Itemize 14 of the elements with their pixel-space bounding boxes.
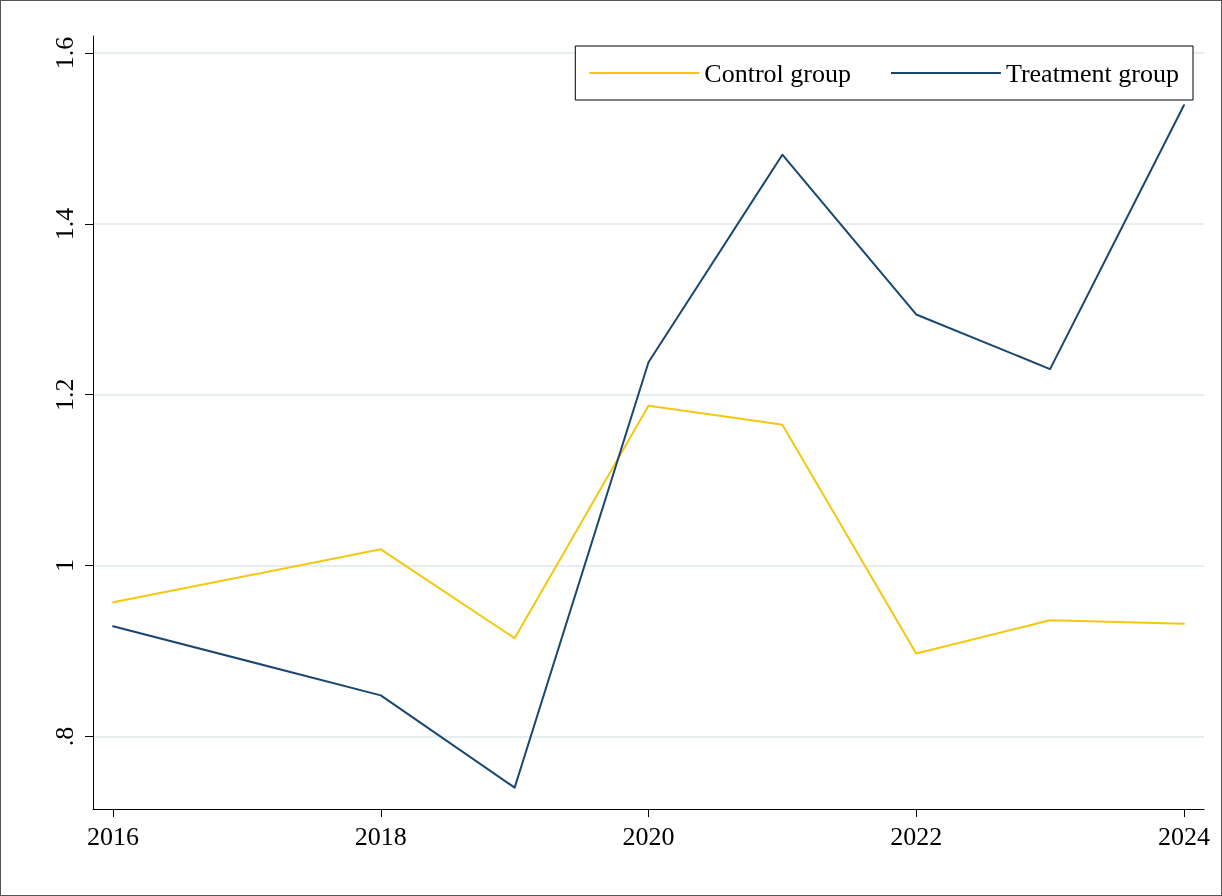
x-tick-label: 2022 bbox=[890, 821, 943, 851]
line-series bbox=[112, 404, 1185, 655]
legend-label: Control group bbox=[704, 58, 851, 88]
y-tick-label: 1.6 bbox=[49, 36, 79, 70]
x-tick-label: 2020 bbox=[622, 821, 675, 851]
x-tick-label: 2024 bbox=[1157, 821, 1210, 851]
y-tick-label: 1 bbox=[49, 559, 79, 573]
line-series bbox=[112, 104, 1185, 789]
x-tick-label: 2018 bbox=[354, 821, 407, 851]
y-tick-label: 1.2 bbox=[49, 378, 79, 411]
y-tick-label: .8 bbox=[49, 726, 79, 747]
x-tick-label: 2016 bbox=[87, 821, 140, 851]
y-tick-label: 1.4 bbox=[49, 207, 79, 241]
legend-label: Treatment group bbox=[1005, 58, 1179, 88]
